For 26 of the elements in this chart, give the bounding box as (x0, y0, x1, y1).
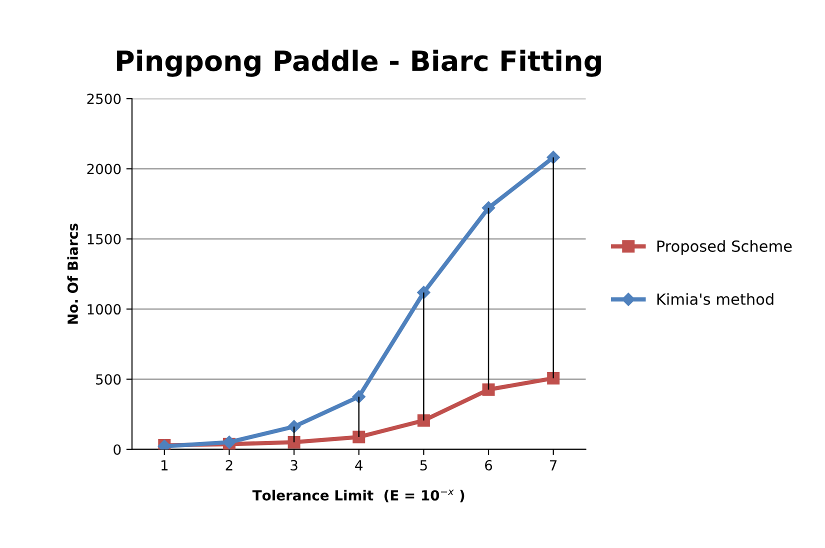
chart-title: Pingpong Paddle - Biarc Fitting (117, 50, 601, 77)
x-tick-label: 2 (226, 460, 232, 470)
point (482, 201, 496, 215)
y-tick-label: 2000 (87, 164, 121, 174)
x-tick-label: 7 (550, 460, 557, 470)
legend-label: Kimia's method (657, 293, 774, 305)
x-axis-title: Tolerance Limit (E = 10$^{−x}$ ) (252, 490, 464, 502)
point (352, 430, 366, 444)
point (417, 414, 430, 427)
y-tick-label: 0 (114, 444, 121, 455)
x-tick-label: 6 (485, 460, 492, 471)
y-tick-label: 1500 (88, 234, 121, 244)
point (352, 390, 366, 404)
point (288, 436, 300, 448)
x-tick-label: 4 (355, 460, 363, 470)
legend-label: Proposed Scheme (657, 240, 792, 255)
x-tick-label: 1 (162, 460, 168, 470)
point (287, 420, 301, 434)
y-axis-title: No. Of Biarcs (67, 224, 78, 324)
point (547, 372, 560, 384)
y-tick-label: 2500 (87, 94, 121, 104)
x-tick-label: 3 (290, 460, 298, 471)
y-tick-label: 1000 (88, 304, 121, 315)
y-tick-label: 500 (96, 374, 121, 385)
x-tick-label: 5 (420, 460, 427, 471)
point (482, 383, 495, 396)
